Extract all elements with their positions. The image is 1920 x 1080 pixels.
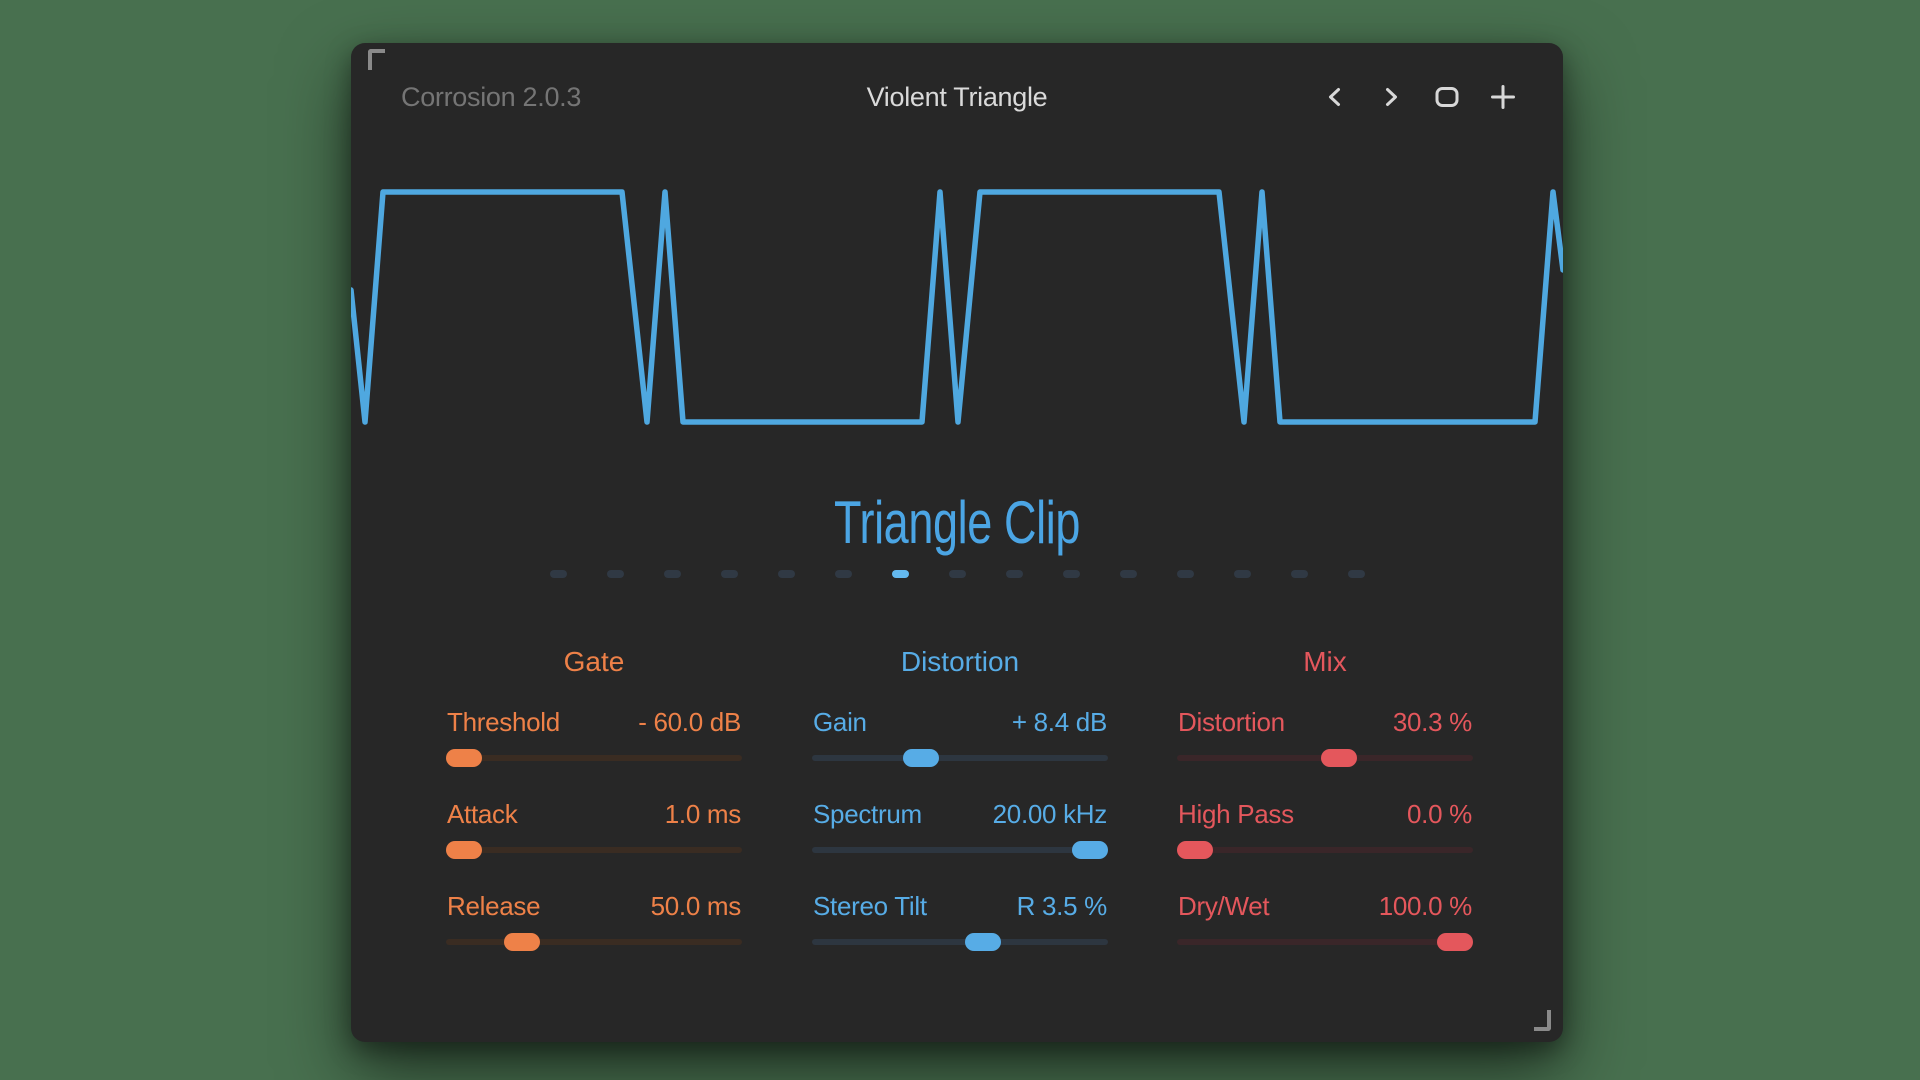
- page-dot[interactable]: [1119, 570, 1137, 578]
- param-value: 30.3 %: [1392, 707, 1472, 737]
- previous-preset-button[interactable]: [1321, 83, 1349, 111]
- param-slider[interactable]: [1177, 841, 1473, 859]
- param-value: R 3.5 %: [1016, 891, 1108, 921]
- param-attack: Attack 1.0 ms: [446, 801, 742, 871]
- slider-track[interactable]: [812, 939, 1108, 945]
- page-dot[interactable]: [663, 570, 681, 578]
- param-value: - 60.0 dB: [638, 707, 741, 737]
- slider-track[interactable]: [812, 755, 1108, 761]
- param-slider[interactable]: [812, 933, 1108, 951]
- slider-thumb[interactable]: [446, 749, 482, 767]
- param-label: Stereo Tilt: [813, 891, 927, 921]
- param-label: Threshold: [447, 707, 560, 737]
- page-dot[interactable]: [549, 570, 567, 578]
- section-title: Gate: [563, 646, 625, 677]
- page-dot[interactable]: [1176, 570, 1194, 578]
- page-dot[interactable]: [720, 570, 738, 578]
- slider-thumb[interactable]: [903, 749, 939, 767]
- param-slider[interactable]: [812, 841, 1108, 859]
- param-slider[interactable]: [812, 749, 1108, 767]
- titlebar-buttons: [1321, 83, 1517, 111]
- section-gate: Gate Threshold - 60.0 dB Attack 1.0 ms R…: [446, 43, 742, 1042]
- param-stereo-tilt: Stereo Tilt R 3.5 %: [812, 893, 1108, 963]
- slider-thumb[interactable]: [1321, 749, 1357, 767]
- chevron-left-icon: [1329, 88, 1340, 106]
- param-high-pass: High Pass 0.0 %: [1177, 801, 1473, 871]
- param-threshold: Threshold - 60.0 dB: [446, 709, 742, 779]
- page-dot[interactable]: [1062, 570, 1080, 578]
- page-dot[interactable]: [834, 570, 852, 578]
- param-label: Distortion: [1178, 707, 1285, 737]
- distortion-mode-title[interactable]: Triangle Clip: [833, 489, 1081, 556]
- resize-corner-top-left-icon[interactable]: [368, 49, 385, 70]
- param-release: Release 50.0 ms: [446, 893, 742, 963]
- param-value: 0.0 %: [1407, 799, 1472, 829]
- square-icon: [1435, 87, 1459, 107]
- param-distortion: Distortion 30.3 %: [1177, 709, 1473, 779]
- add-preset-button[interactable]: [1489, 83, 1517, 111]
- slider-track[interactable]: [1177, 847, 1473, 853]
- param-value: + 8.4 dB: [1011, 707, 1107, 737]
- param-slider[interactable]: [446, 933, 742, 951]
- param-label: Spectrum: [813, 799, 922, 829]
- param-label: Gain: [813, 707, 867, 737]
- param-slider[interactable]: [446, 841, 742, 859]
- slider-thumb[interactable]: [1072, 841, 1108, 859]
- plugin-window: Corrosion 2.0.3 Violent Triangle Triangl…: [351, 43, 1563, 1042]
- param-value: 50.0 ms: [650, 891, 742, 921]
- param-value: 1.0 ms: [664, 799, 742, 829]
- slider-track[interactable]: [446, 755, 742, 761]
- param-dry-wet: Dry/Wet 100.0 %: [1177, 893, 1473, 963]
- slider-track[interactable]: [812, 847, 1108, 853]
- slider-thumb[interactable]: [446, 841, 482, 859]
- param-label: Release: [447, 891, 541, 921]
- section-distortion: Distortion Gain + 8.4 dB Spectrum 20.00 …: [812, 43, 1108, 1042]
- param-value: 100.0 %: [1378, 891, 1473, 921]
- page-dot-active[interactable]: [891, 570, 909, 578]
- app-version-label: Corrosion 2.0.3: [401, 82, 582, 112]
- page-dot[interactable]: [606, 570, 624, 578]
- param-slider[interactable]: [1177, 933, 1473, 951]
- param-slider[interactable]: [1177, 749, 1473, 767]
- waveform-display: [351, 189, 1563, 425]
- slider-thumb[interactable]: [1177, 841, 1213, 859]
- resize-window-button[interactable]: [1433, 83, 1461, 111]
- param-label: High Pass: [1178, 799, 1294, 829]
- slider-thumb[interactable]: [1437, 933, 1473, 951]
- preset-name-button[interactable]: Violent Triangle: [866, 82, 1048, 112]
- param-value: 20.00 kHz: [992, 799, 1108, 829]
- slider-track[interactable]: [446, 939, 742, 945]
- section-title: Distortion: [900, 646, 1020, 677]
- param-spectrum: Spectrum 20.00 kHz: [812, 801, 1108, 871]
- mode-page-dots: [351, 570, 1563, 578]
- page-dot[interactable]: [1233, 570, 1251, 578]
- next-preset-button[interactable]: [1377, 83, 1405, 111]
- slider-track[interactable]: [1177, 939, 1473, 945]
- section-mix: Mix Distortion 30.3 % High Pass 0.0 % Dr…: [1177, 43, 1473, 1042]
- page-dot[interactable]: [1005, 570, 1023, 578]
- resize-corner-bottom-right-icon[interactable]: [1534, 1010, 1551, 1031]
- page-dot[interactable]: [1290, 570, 1308, 578]
- slider-thumb[interactable]: [965, 933, 1001, 951]
- param-label: Attack: [447, 799, 518, 829]
- plus-icon: [1491, 85, 1515, 109]
- param-slider[interactable]: [446, 749, 742, 767]
- page-dot[interactable]: [777, 570, 795, 578]
- section-title: Mix: [1303, 646, 1347, 677]
- page-dot[interactable]: [948, 570, 966, 578]
- slider-track[interactable]: [446, 847, 742, 853]
- slider-thumb[interactable]: [504, 933, 540, 951]
- page-dot[interactable]: [1347, 570, 1365, 578]
- param-gain: Gain + 8.4 dB: [812, 709, 1108, 779]
- param-label: Dry/Wet: [1178, 891, 1270, 921]
- chevron-right-icon: [1386, 88, 1397, 106]
